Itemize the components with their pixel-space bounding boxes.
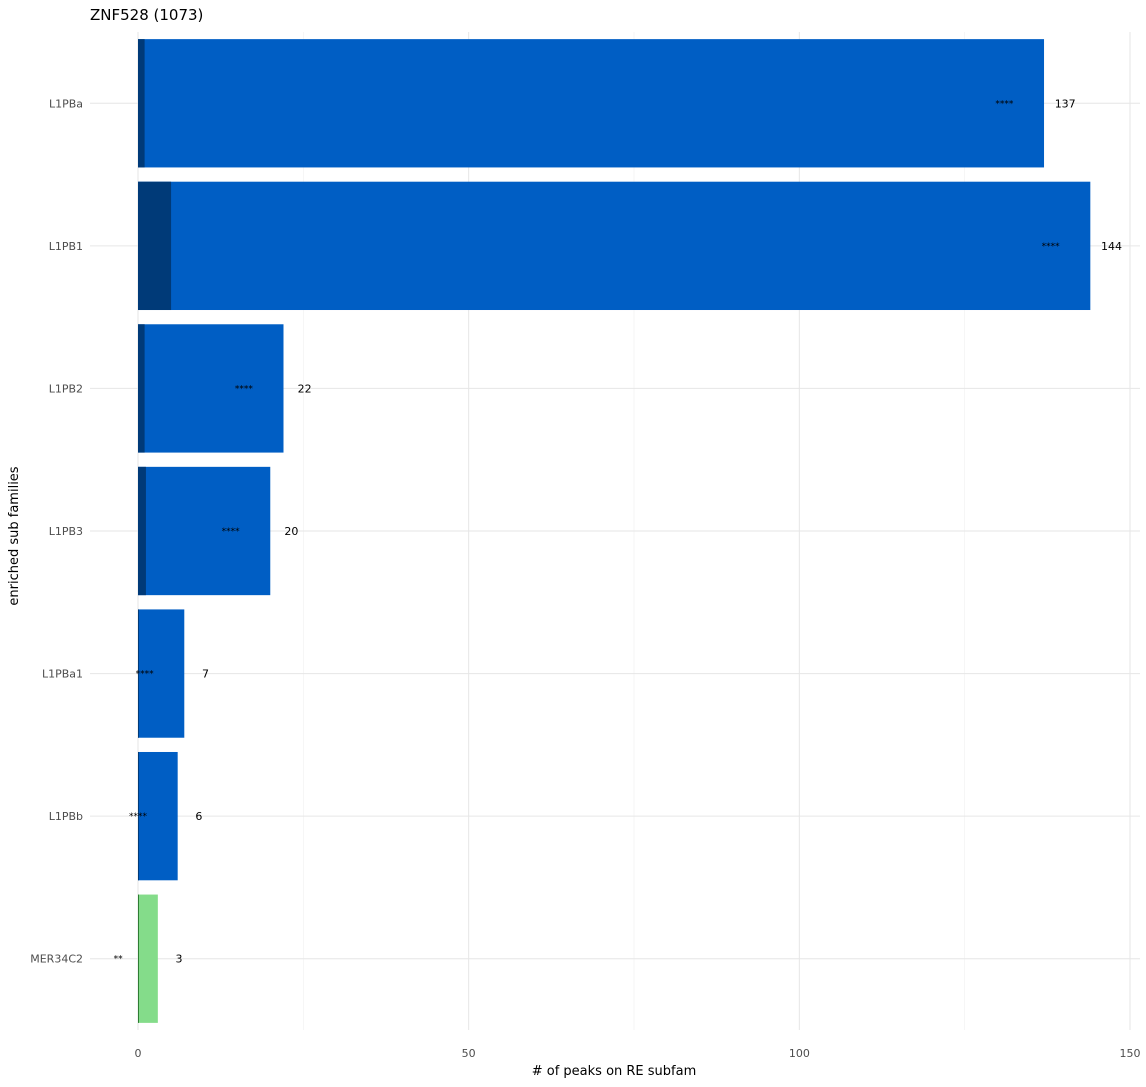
value-label: 7 <box>202 668 209 681</box>
bar <box>138 894 158 1023</box>
significance-label: ** <box>114 955 124 965</box>
bar-dark-segment <box>138 894 139 1023</box>
x-tick-label: 150 <box>1120 1047 1141 1060</box>
x-tick-label: 0 <box>135 1047 142 1060</box>
y-tick-label: L1PB1 <box>49 240 83 253</box>
significance-label: **** <box>995 99 1014 109</box>
x-tick-label: 50 <box>462 1047 476 1060</box>
value-label: 144 <box>1101 240 1122 253</box>
significance-label: **** <box>129 812 148 822</box>
bar-dark-segment <box>138 324 145 453</box>
y-tick-label: MER34C2 <box>30 953 83 966</box>
bars: **** 137 **** 144 **** 22 **** 20 **** 7 **** 6 ** 3 <box>114 39 1122 1023</box>
bar <box>138 466 271 596</box>
bar <box>138 324 284 453</box>
y-tick-label: L1PBa1 <box>42 668 83 681</box>
bar <box>138 181 1091 311</box>
y-tick-label: L1PBa <box>49 97 83 110</box>
bar-dark-segment <box>138 609 139 738</box>
x-axis-title: # of peaks on RE subfam <box>532 1064 697 1079</box>
bar-dark-segment <box>138 39 145 168</box>
bar-dark-segment <box>138 466 146 596</box>
bar-dark-segment <box>138 751 139 881</box>
value-label: 3 <box>176 953 183 966</box>
chart-title: ZNF528 (1073) <box>90 6 203 24</box>
value-label: 22 <box>298 382 312 395</box>
significance-label: **** <box>1042 242 1061 252</box>
y-axis-title: enriched sub families <box>7 466 22 605</box>
value-label: 20 <box>284 525 298 538</box>
bar <box>138 751 178 881</box>
bar <box>138 609 185 738</box>
x-tick-label: 100 <box>789 1047 810 1060</box>
bar-dark-segment <box>138 181 172 311</box>
value-label: 6 <box>195 810 202 823</box>
significance-label: **** <box>136 670 155 680</box>
y-tick-label: L1PB2 <box>49 382 83 395</box>
significance-label: **** <box>222 527 241 537</box>
significance-label: **** <box>235 384 254 394</box>
x-tick-labels: 0 50 100 150 <box>135 1047 1141 1060</box>
y-tick-label: L1PBb <box>49 810 83 823</box>
y-tick-labels: L1PBa L1PB1 L1PB2 L1PB3 L1PBa1 L1PBb MER34C2 <box>30 97 83 965</box>
value-label: 137 <box>1055 97 1076 110</box>
y-tick-label: L1PB3 <box>49 525 83 538</box>
bar <box>138 39 1045 168</box>
